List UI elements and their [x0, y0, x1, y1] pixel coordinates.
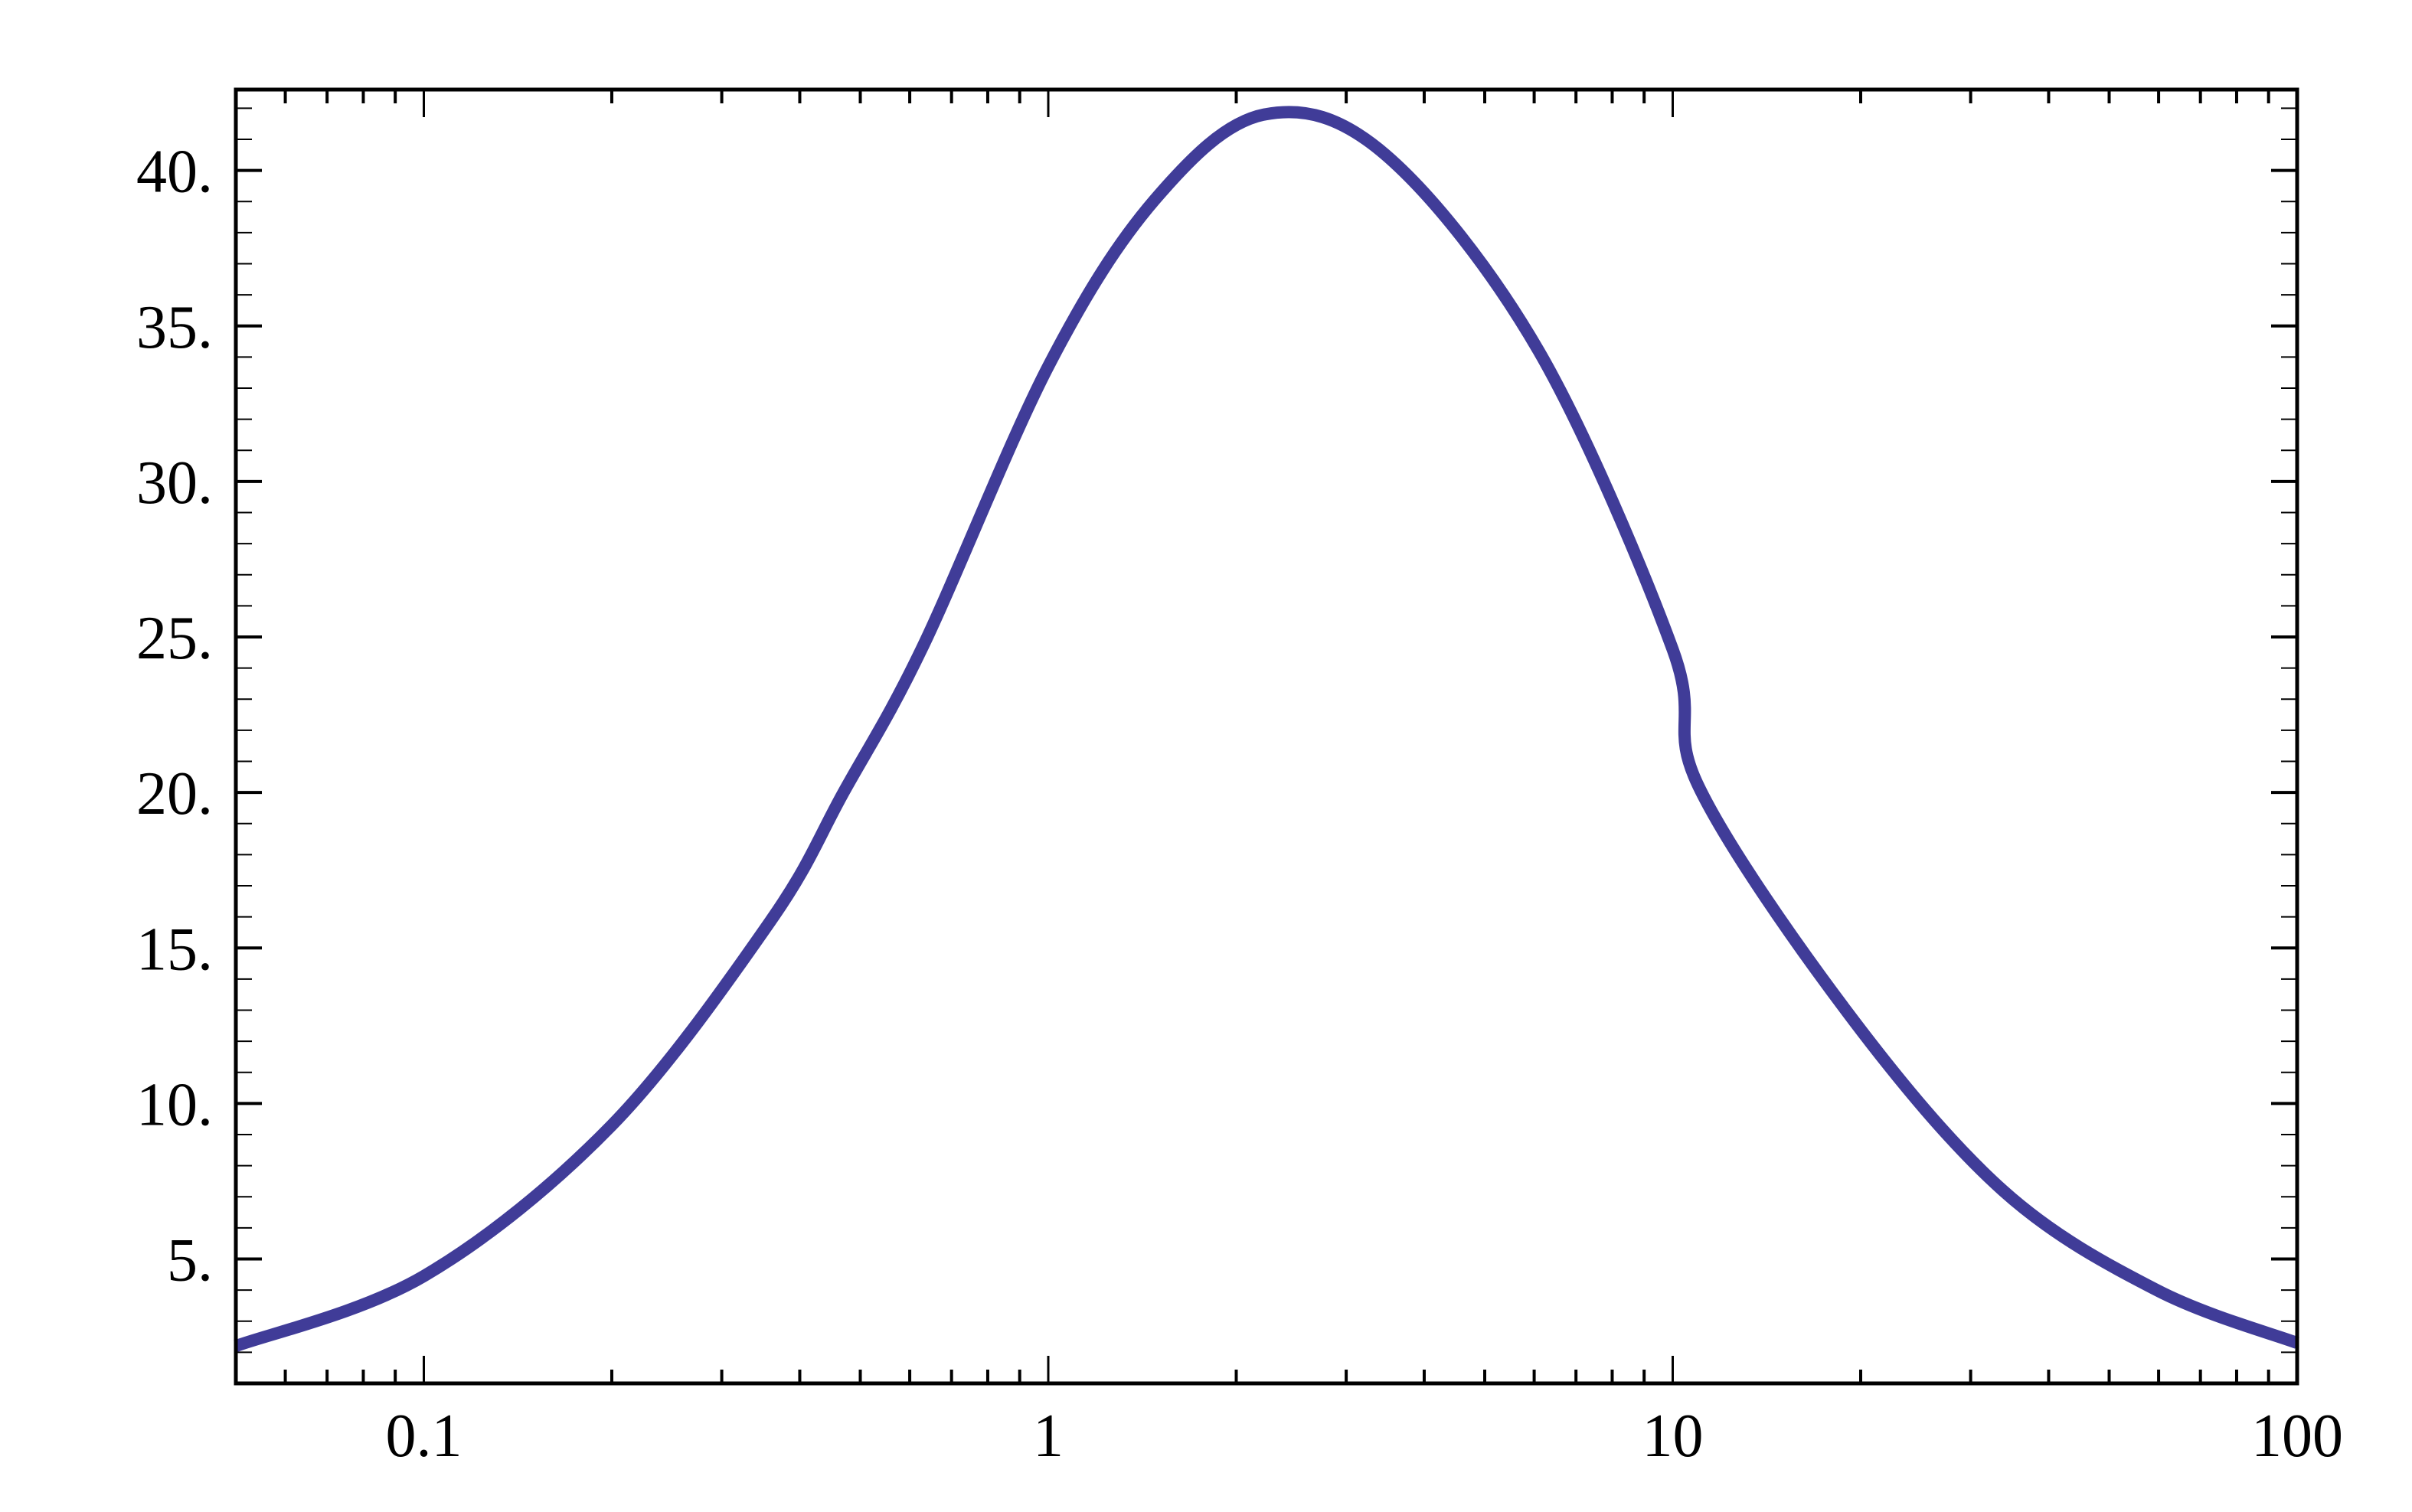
y-tick-label: 30. — [136, 449, 213, 517]
y-tick-label: 15. — [136, 916, 213, 983]
y-tick-label: 10. — [136, 1071, 213, 1138]
x-tick-label: 100 — [2251, 1403, 2343, 1470]
data-series-line — [234, 106, 2299, 1352]
y-tick-label: 25. — [136, 605, 213, 672]
y-tick-label: 40. — [136, 139, 213, 206]
plot-frame — [234, 87, 2299, 1386]
tick-labels: 0.1 1 10 100 5. 10. 15. 20. 25. 30. 35. … — [136, 139, 2343, 1470]
x-tick-label: 1 — [1033, 1403, 1064, 1470]
axis-ticks — [234, 90, 2299, 1384]
y-tick-label: 35. — [136, 294, 213, 361]
y-tick-label: 20. — [136, 760, 213, 828]
x-tick-label: 10 — [1642, 1403, 1703, 1470]
y-tick-label: 5. — [167, 1227, 213, 1295]
x-tick-label: 0.1 — [385, 1403, 462, 1470]
